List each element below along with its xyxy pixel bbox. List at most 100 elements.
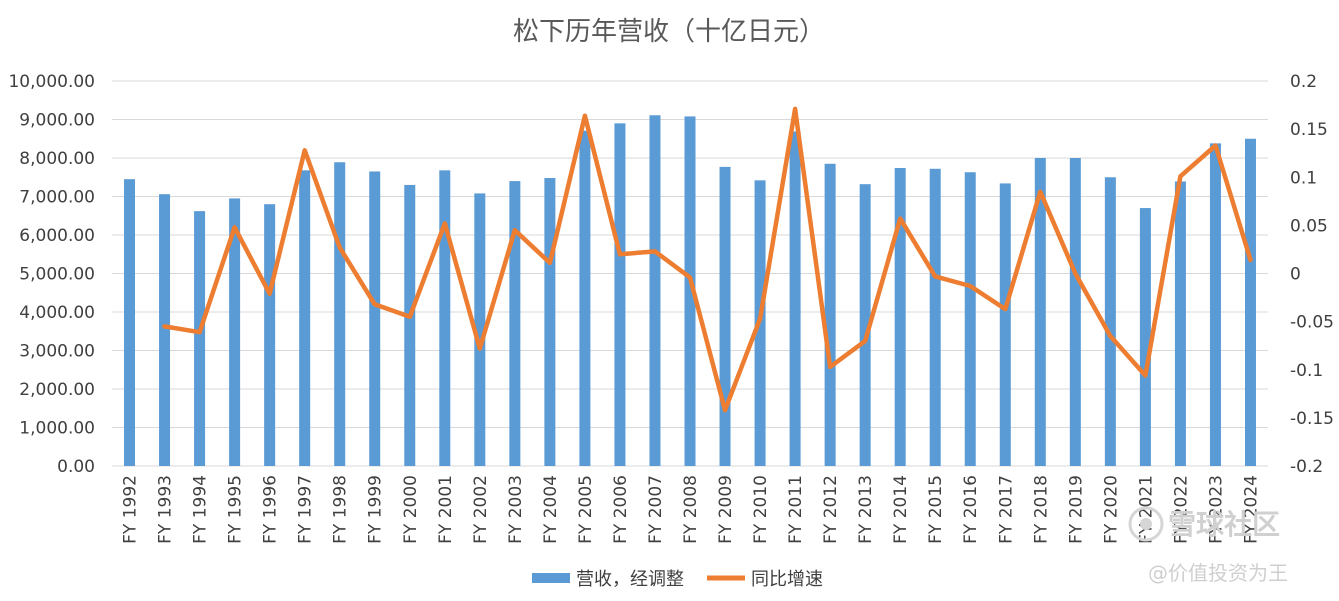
bar (1104, 177, 1116, 466)
x-tick-label: FY 1999 (366, 475, 386, 544)
x-tick-label: FY 2007 (646, 475, 666, 544)
bar (789, 131, 801, 466)
bar (1034, 158, 1046, 466)
bar (124, 179, 136, 467)
x-tick-label: FY 2011 (786, 475, 806, 544)
bar (999, 183, 1011, 466)
bar (579, 130, 591, 467)
x-tick-label: FY 2020 (1101, 475, 1121, 544)
bar (719, 166, 731, 467)
x-tick-label: FY 2013 (856, 475, 876, 544)
bar (1209, 143, 1221, 466)
bar (194, 211, 206, 466)
bar (649, 115, 661, 466)
left-tick-label: 6,000.00 (19, 226, 95, 246)
x-tick-label: FY 2008 (681, 475, 701, 544)
bar (859, 184, 871, 466)
right-tick-label: 0.1 (1290, 168, 1317, 188)
x-tick-label: FY 1995 (226, 475, 246, 544)
bar (544, 178, 556, 466)
legend-swatch-bar (532, 573, 570, 583)
left-tick-label: 0.00 (57, 457, 95, 477)
bar (894, 168, 906, 466)
x-tick-label: FY 1993 (156, 475, 176, 544)
bar (264, 204, 276, 466)
right-tick-label: -0.1 (1290, 361, 1323, 381)
x-tick-label: FY 2002 (471, 475, 491, 544)
left-tick-label: 4,000.00 (19, 303, 95, 323)
bar (229, 198, 241, 467)
watermark-handle: @价值投资为王 (1148, 561, 1288, 585)
right-tick-label: 0 (1290, 265, 1301, 285)
left-tick-label: 9,000.00 (19, 111, 95, 131)
bar (614, 123, 626, 466)
x-tick-label: FY 2010 (751, 475, 771, 544)
x-tick-label: FY 2016 (961, 475, 981, 544)
x-tick-label: FY 1998 (331, 475, 351, 544)
bar (474, 193, 486, 467)
snowball-logo-icon (1128, 506, 1164, 542)
left-tick-label: 1,000.00 (19, 419, 95, 439)
right-tick-label: 0.2 (1290, 72, 1317, 92)
x-tick-label: FY 1994 (191, 475, 211, 544)
x-tick-label: FY 1992 (121, 475, 141, 544)
bar (684, 116, 696, 467)
x-tick-label: FY 1997 (296, 475, 316, 544)
bar (159, 194, 171, 466)
right-tick-label: 0.15 (1290, 120, 1328, 140)
x-tick-label: FY 2005 (576, 475, 596, 544)
x-tick-label: FY 2004 (541, 475, 561, 544)
left-tick-label: 5,000.00 (19, 265, 95, 285)
bar (439, 170, 451, 466)
bar (1069, 158, 1081, 466)
bar (369, 171, 381, 466)
line-series (162, 106, 1253, 413)
right-tick-label: -0.05 (1290, 313, 1334, 333)
x-tick-label: FY 2012 (821, 475, 841, 544)
left-tick-label: 3,000.00 (19, 342, 95, 362)
right-tick-label: 0.05 (1290, 216, 1328, 236)
bar-series (124, 115, 1256, 467)
x-tick-label: FY 2018 (1031, 475, 1051, 544)
right-axis: -0.2 -0.15 -0.1 -0.05 0 0.05 0.1 0.15 0.2 (1290, 72, 1334, 477)
x-tick-label: FY 2000 (401, 475, 421, 544)
x-tick-label: FY 2024 (1241, 475, 1261, 544)
x-tick-label: FY 2014 (891, 475, 911, 544)
growth-line (162, 106, 1253, 413)
left-tick-label: 10,000.00 (8, 72, 95, 92)
x-tick-label: FY 2009 (716, 475, 736, 544)
bar (509, 181, 521, 466)
x-tick-label: FY 2017 (996, 475, 1016, 544)
legend-label-line: 同比增速 (751, 569, 823, 590)
chart-title: 松下历年营收（十亿日元） (513, 17, 825, 47)
bar (929, 168, 941, 466)
right-tick-label: -0.15 (1290, 409, 1334, 429)
bar (824, 163, 836, 466)
watermark-brand: 雪球社区 (1168, 508, 1280, 541)
left-tick-label: 7,000.00 (19, 188, 95, 208)
left-axis: 0.00 1,000.00 2,000.00 3,000.00 4,000.00 5,00… (8, 72, 95, 477)
legend: 营收，经调整 同比增速 (532, 569, 823, 590)
bar (1244, 138, 1256, 466)
bar (404, 184, 416, 466)
left-tick-label: 2,000.00 (19, 380, 95, 400)
x-tick-label: FY 2001 (436, 475, 456, 544)
bar (1174, 181, 1186, 467)
bar (334, 162, 346, 467)
bar (964, 172, 976, 466)
x-tick-label: FY 2006 (611, 475, 631, 544)
x-tick-label: FY 2023 (1206, 475, 1226, 544)
left-tick-label: 8,000.00 (19, 149, 95, 169)
right-tick-label: -0.2 (1290, 457, 1323, 477)
watermark: 雪球社区 @价值投资为王 (1128, 506, 1288, 585)
x-tick-label: FY 2022 (1171, 475, 1191, 544)
x-tick-label: FY 2019 (1066, 475, 1086, 544)
x-axis: FY 1992 FY 1993 FY 1994 FY 1995 FY 1996 FY 19… (121, 475, 1262, 544)
bar (1139, 208, 1151, 467)
x-tick-label: FY 2015 (926, 475, 946, 544)
bar (299, 170, 311, 466)
x-tick-label: FY 2003 (506, 475, 526, 544)
x-tick-label: FY 1996 (261, 475, 281, 544)
legend-label-bar: 营收，经调整 (576, 569, 684, 590)
